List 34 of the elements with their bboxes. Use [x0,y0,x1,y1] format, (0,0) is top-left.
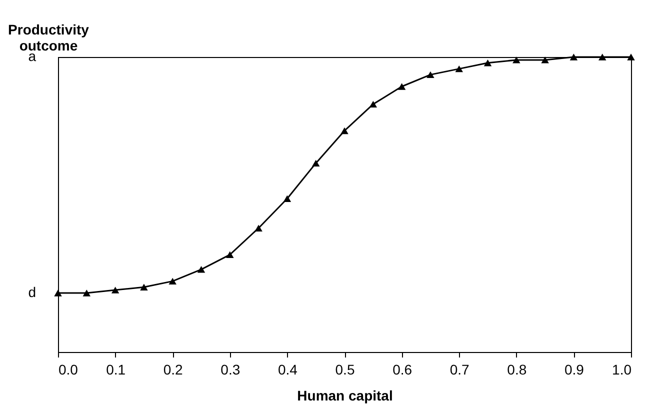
point [197,266,206,273]
x-tick-label: 0.1 [106,362,126,378]
point [111,286,120,294]
point [398,83,406,90]
point [340,127,348,134]
point [426,71,434,78]
x-axis-title: Human capital [297,388,393,404]
point [226,251,234,258]
point [512,56,520,64]
x-tick-label: 0.8 [507,362,527,378]
x-tick-label: 0.9 [564,362,584,378]
x-tick-label: 0.7 [450,362,470,378]
point [455,65,463,72]
point [598,54,606,60]
x-tick-label: 0.5 [335,362,355,378]
x-tick-label: 0.0 [58,362,78,378]
x-tick-label: 1.0 [612,362,632,378]
point [254,224,262,232]
point [140,284,148,290]
point [312,160,320,167]
point [369,100,378,108]
point [541,56,549,64]
point [82,290,91,296]
point [168,278,176,285]
point [54,290,62,296]
x-tick-label: 0.4 [278,362,298,378]
point [283,195,292,202]
point [484,60,492,66]
text: d [28,284,36,300]
x-tick-label: 0.6 [392,362,412,378]
point [627,54,635,60]
x-tick-label: 0.3 [220,362,240,378]
point [570,54,578,60]
x-tick-label: 0.2 [163,362,184,378]
